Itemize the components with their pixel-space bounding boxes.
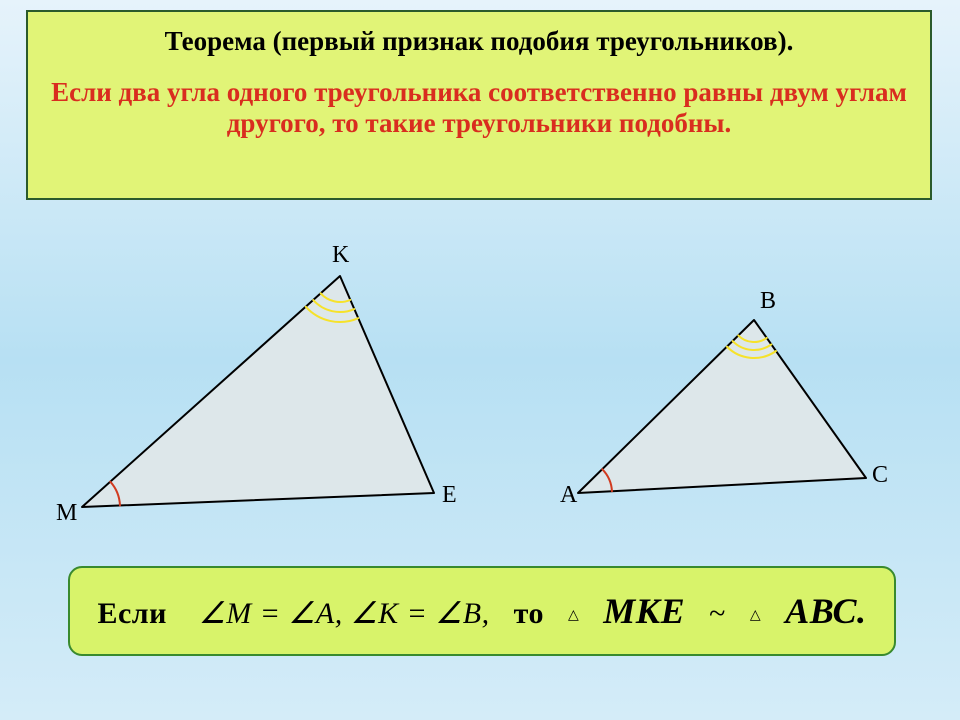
triangle-abc: АВС. xyxy=(785,591,866,631)
triangle-mke: МКЕ xyxy=(603,591,685,631)
vertex-label-A: A xyxy=(560,482,577,509)
then-word: то xyxy=(514,597,544,630)
triangle-glyph-1: △ xyxy=(568,607,579,624)
vertex-label-M: M xyxy=(56,500,77,527)
similar-tilde: ~ xyxy=(709,597,726,630)
theorem-body: Если два угла одного треугольника соотве… xyxy=(44,77,914,139)
theorem-title: Теорема (первый признак подобия треуголь… xyxy=(44,26,914,57)
if-word: Если xyxy=(97,597,166,630)
vertex-label-C: C xyxy=(872,462,888,489)
conclusion-text: Если ∠M = ∠A, ∠K = ∠B, то △ МКЕ ~ △ АВС. xyxy=(97,590,866,632)
condition: ∠M = ∠A, ∠K = ∠B, xyxy=(199,597,490,630)
theorem-box: Теорема (первый признак подобия треуголь… xyxy=(26,10,932,200)
triangle-glyph-2: △ xyxy=(750,607,761,624)
conclusion-box: Если ∠M = ∠A, ∠K = ∠B, то △ МКЕ ~ △ АВС. xyxy=(68,566,896,656)
vertex-label-E: E xyxy=(442,482,457,509)
vertex-label-B: B xyxy=(760,288,776,315)
vertex-label-K: K xyxy=(332,242,349,269)
